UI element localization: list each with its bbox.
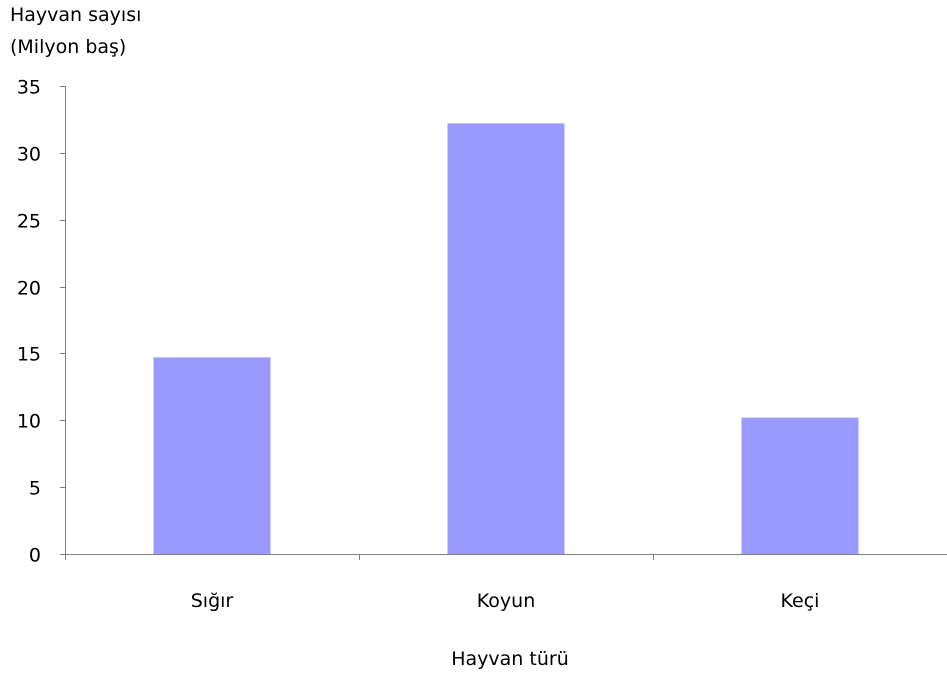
y-tick-label: 25: [17, 211, 41, 233]
y-axis-title-line-1: Hayvan sayısı: [10, 4, 142, 26]
y-axis-title-line-2: (Milyon baş): [10, 36, 127, 58]
bar-1: [447, 123, 565, 555]
y-tick-label: 0: [29, 545, 41, 567]
y-tick-labels: 0 5 10 15 20 25 30 35: [17, 77, 41, 567]
x-tick-label: Sığır: [191, 590, 234, 612]
bar-2: [741, 417, 859, 554]
x-axis-title: Hayvan türü: [451, 648, 569, 670]
bar-0: [153, 357, 271, 554]
y-tick-label: 15: [17, 344, 41, 366]
y-tick-label: 20: [17, 278, 41, 300]
y-tick-label: 10: [17, 411, 41, 433]
bars: [153, 123, 859, 555]
y-tick-label: 5: [29, 478, 41, 500]
y-tick-label: 30: [17, 144, 41, 166]
axes: [60, 86, 947, 560]
x-tick-labels: Sığır Koyun Keçi: [191, 590, 820, 612]
x-tick-label: Koyun: [477, 590, 535, 612]
y-tick-label: 35: [17, 77, 41, 99]
x-tick-label: Keçi: [781, 590, 820, 612]
